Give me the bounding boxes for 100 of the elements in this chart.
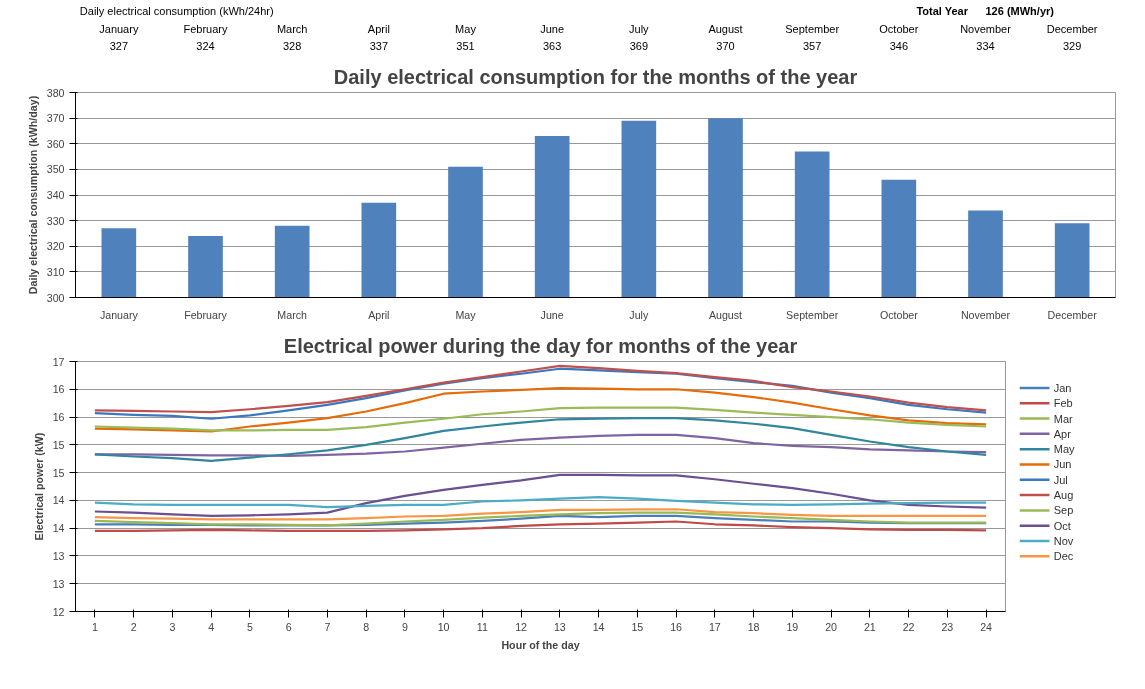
chart-title: Daily electrical consumption for the months of the year <box>333 65 858 88</box>
category-label: May <box>455 22 476 35</box>
x-tick-label: 23 <box>941 620 954 633</box>
x-tick-label: 9 <box>401 620 408 633</box>
x-tick-label: December <box>1047 308 1098 321</box>
legend-label: Jun <box>1053 458 1072 471</box>
text: Total Year <box>916 5 969 18</box>
text: 126 (MWh/yr) <box>985 5 1055 18</box>
x-tick-label: 10 <box>437 620 450 633</box>
legend-label: Jan <box>1053 381 1072 394</box>
legend-label: May <box>1053 443 1076 456</box>
y-tick-label: 16 <box>52 383 65 396</box>
line-series <box>93 495 988 509</box>
data-label: 370 <box>716 39 735 52</box>
y-tick-label: 12 <box>52 605 65 618</box>
x-tick-label: May <box>455 308 477 321</box>
line-series <box>93 473 988 518</box>
x-tick-label: October <box>879 308 919 321</box>
text: Daily electrical consumption (kWh/24hr) <box>79 5 274 18</box>
category-label: November <box>960 22 1011 35</box>
x-tick-label: 1 <box>91 620 98 633</box>
chart-title: Electrical power during the day for months of the year <box>283 334 798 357</box>
x-tick-label: 13 <box>553 620 566 633</box>
y-tick-label: 310 <box>46 265 65 278</box>
x-tick-label: 22 <box>902 620 915 633</box>
category-label: June <box>540 22 565 35</box>
y-tick-label: 14 <box>52 522 65 535</box>
data-label: 346 <box>889 39 909 52</box>
x-tick-label: 8 <box>363 620 370 633</box>
line-series <box>93 387 988 433</box>
x-tick-label: March <box>277 308 308 321</box>
x-tick-label: September <box>786 308 839 321</box>
x-tick-label: 7 <box>324 620 331 633</box>
legend-label: Jul <box>1053 473 1068 486</box>
x-tick-label: 20 <box>825 620 838 633</box>
x-axis-title: Hour of the day <box>501 638 580 651</box>
legend-label: Dec <box>1053 550 1074 563</box>
x-tick-label: April <box>368 308 390 321</box>
y-tick-label: 370 <box>46 112 65 125</box>
x-tick-label: 3 <box>169 620 176 633</box>
x-tick-label: 2 <box>130 620 137 633</box>
y-tick-label: 380 <box>46 86 65 99</box>
x-tick-label: 11 <box>476 620 488 633</box>
legend-label: Aug <box>1053 489 1074 502</box>
x-tick-label: January <box>99 308 139 321</box>
x-tick-label: 12 <box>515 620 528 633</box>
x-tick-label: June <box>540 308 564 321</box>
category-label: October <box>879 22 919 35</box>
line-series <box>93 417 988 463</box>
y-tick-label: 14 <box>52 494 65 507</box>
y-tick-label: 15 <box>52 438 65 451</box>
line-series <box>93 364 988 414</box>
x-tick-label: February <box>184 308 228 321</box>
x-tick-label: 24 <box>980 620 993 633</box>
x-tick-label: 4 <box>208 620 215 633</box>
data-label: 329 <box>1062 39 1082 52</box>
x-tick-label: 21 <box>863 620 876 633</box>
category-label: March <box>276 22 308 35</box>
category-label: February <box>183 22 228 35</box>
x-tick-label: August <box>708 308 743 321</box>
x-tick-label: 15 <box>631 620 644 633</box>
x-tick-label: 16 <box>670 620 683 633</box>
data-label: 357 <box>802 39 822 52</box>
category-label: July <box>629 22 649 35</box>
y-axis-title: Electrical power (kW) <box>32 432 45 541</box>
data-label: 337 <box>369 39 389 52</box>
y-tick-label: 340 <box>46 189 65 201</box>
line-series <box>93 508 988 521</box>
category-label: September <box>785 22 840 35</box>
y-axis-title: Daily electrical consumption (kWh/day) <box>26 95 39 295</box>
x-tick-label: July <box>629 308 649 321</box>
legend-label: Nov <box>1053 535 1074 548</box>
x-tick-label: 6 <box>285 620 292 633</box>
x-tick-label: 19 <box>786 620 799 633</box>
x-tick-label: 14 <box>592 620 605 633</box>
x-tick-label: 5 <box>246 620 253 633</box>
data-label: 369 <box>629 39 649 52</box>
line-series <box>93 520 988 533</box>
legend-label: Mar <box>1053 412 1074 425</box>
category-label: December <box>1046 22 1098 35</box>
x-tick-label: November <box>960 308 1011 321</box>
data-label: 324 <box>196 39 215 52</box>
y-tick-label: 350 <box>46 163 65 176</box>
category-label: August <box>708 22 743 35</box>
y-tick-label: 330 <box>46 214 65 227</box>
data-label: 363 <box>542 39 562 52</box>
y-tick-label: 15 <box>52 466 65 479</box>
category-label: April <box>367 22 390 35</box>
x-tick-label: 18 <box>747 620 760 633</box>
data-label: 351 <box>456 39 475 52</box>
y-tick-label: 13 <box>52 549 65 562</box>
y-tick-label: 300 <box>46 291 65 304</box>
line-series <box>93 406 988 432</box>
category-label: January <box>99 22 139 35</box>
legend-label: Feb <box>1053 397 1073 410</box>
data-label: 328 <box>282 39 302 52</box>
legend-label: Oct <box>1053 519 1071 532</box>
y-tick-label: 13 <box>52 577 65 590</box>
data-label: 334 <box>976 39 995 52</box>
y-tick-label: 16 <box>52 411 65 424</box>
